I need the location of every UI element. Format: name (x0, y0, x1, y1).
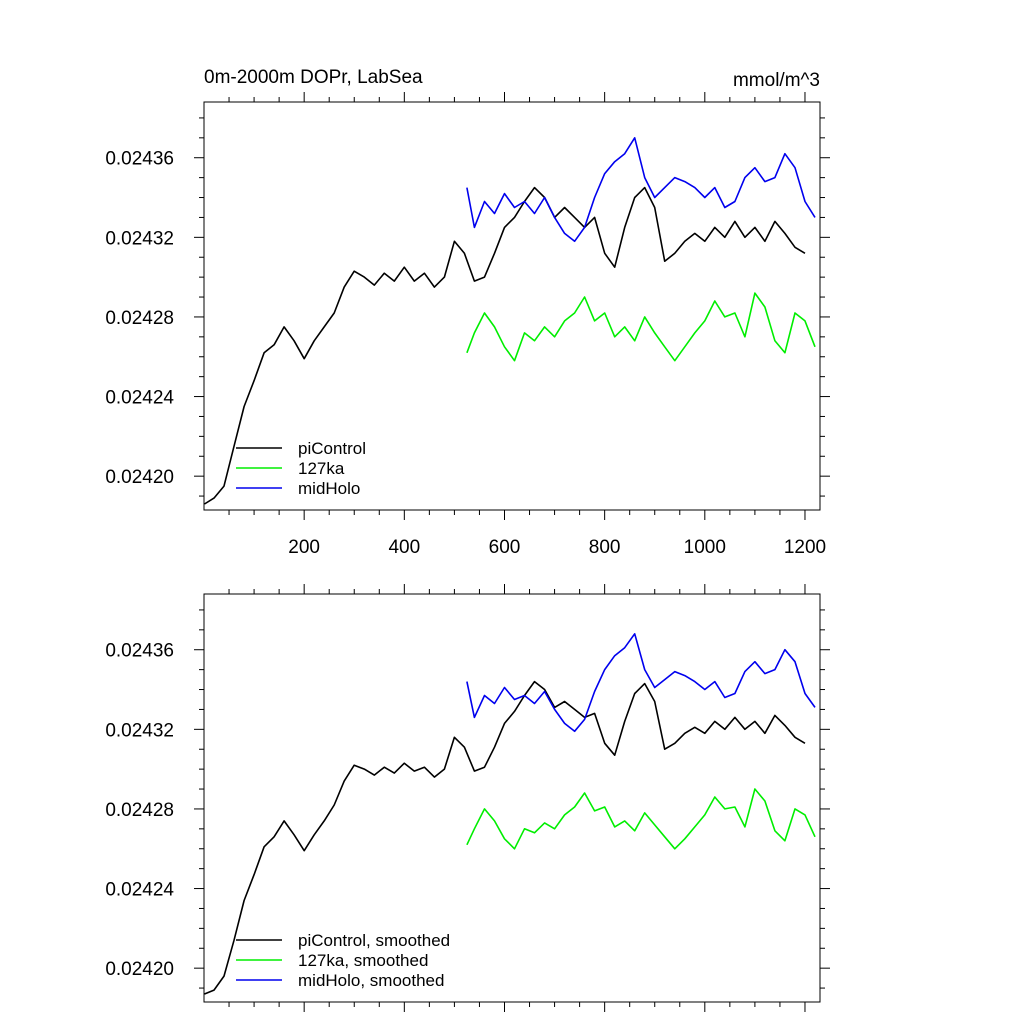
y-tick-label: 0.02428 (105, 800, 174, 821)
legend-label: midHolo, smoothed (298, 971, 444, 990)
y-tick-label: 0.02436 (105, 641, 174, 662)
y-tick-label: 0.02420 (105, 467, 174, 488)
x-tick-label: 1000 (684, 537, 726, 558)
y-tick-label: 0.02420 (105, 959, 174, 980)
legend-label: piControl, smoothed (298, 931, 450, 950)
legend-label: midHolo (298, 479, 360, 498)
y-tick-label: 0.02424 (105, 880, 174, 901)
x-tick-label: 1200 (784, 537, 826, 558)
series-line-127ka-smoothed (466, 788, 816, 850)
series-line-midholo (466, 137, 816, 243)
chart-title: 0m-2000m DOPr, LabSea (204, 67, 423, 88)
chart-units: mmol/m^3 (733, 70, 820, 91)
series-line-midholo-smoothed (466, 632, 816, 733)
y-tick-label: 0.02424 (105, 388, 174, 409)
x-tick-label: 400 (388, 537, 420, 558)
legend-label: 127ka, smoothed (298, 951, 428, 970)
plot-panel-top: 200 400 600 800 1000 1200 0.02420 0.02424 0.0242… (105, 92, 830, 558)
x-tick-label: 800 (589, 537, 621, 558)
y-tick-label: 0.02432 (105, 228, 174, 249)
plot-frame (203, 101, 821, 511)
x-tick-label: 600 (489, 537, 521, 558)
x-tick-label: 200 (288, 537, 320, 558)
series-line-127ka (466, 292, 816, 362)
legend-label: 127ka (298, 459, 345, 478)
y-tick-label: 0.02428 (105, 308, 174, 329)
series-line-picontrol (204, 186, 806, 505)
series-line-picontrol-smoothed (204, 680, 806, 995)
plot-panel-bottom: 0.02420 0.02424 0.02428 0.02432 0.02436 piCon… (105, 584, 830, 1012)
legend-label: piControl (298, 439, 366, 458)
y-tick-label: 0.02432 (105, 720, 174, 741)
y-tick-label: 0.02436 (105, 149, 174, 170)
plot-frame (203, 593, 821, 1003)
